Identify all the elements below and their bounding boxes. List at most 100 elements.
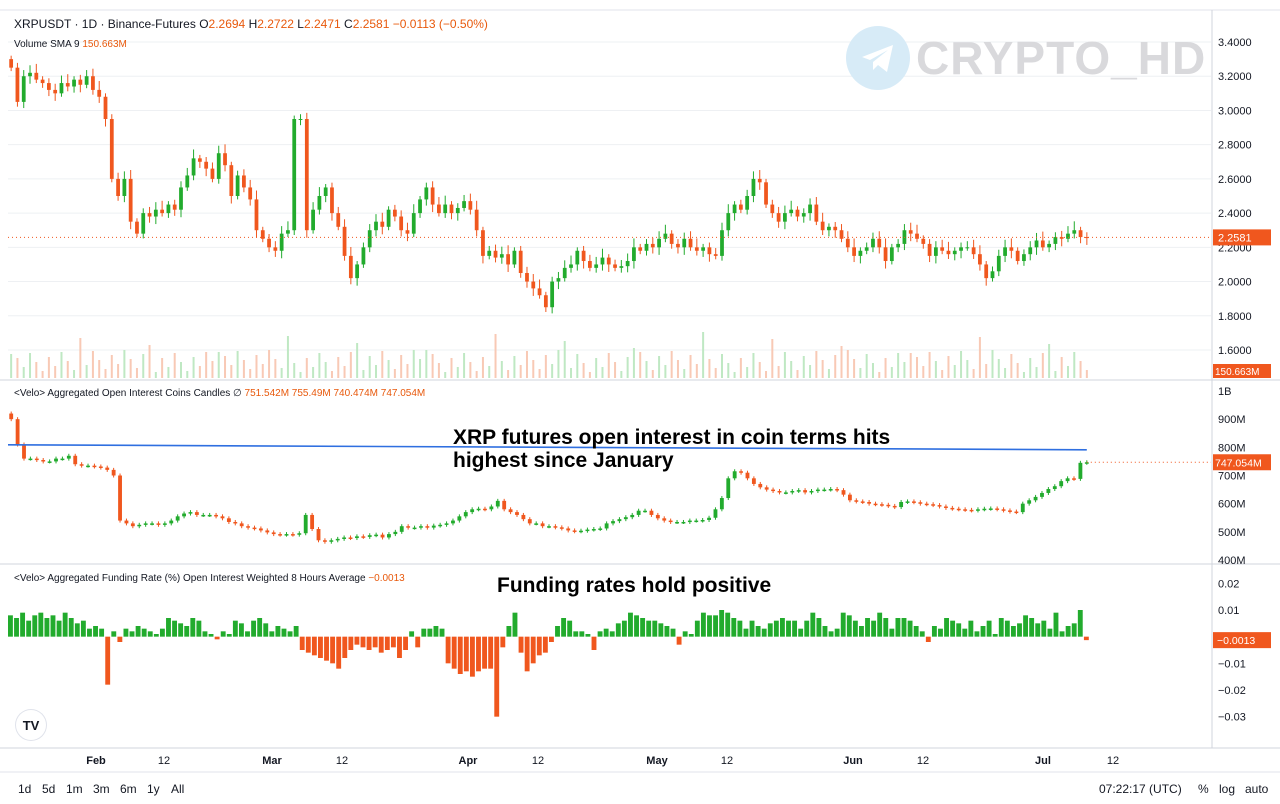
price-candle[interactable] — [185, 175, 190, 188]
price-candle[interactable] — [978, 254, 982, 265]
funding-bar[interactable] — [409, 631, 415, 637]
price-candle[interactable] — [669, 233, 674, 244]
oi-candle[interactable] — [290, 534, 295, 536]
funding-bar[interactable] — [761, 628, 767, 637]
price-candle[interactable] — [676, 243, 680, 248]
price-candle[interactable] — [418, 199, 422, 214]
funding-bar[interactable] — [567, 620, 573, 637]
oi-candle[interactable] — [579, 530, 583, 533]
oi-candle[interactable] — [54, 458, 58, 462]
funding-bar[interactable] — [251, 620, 257, 637]
oi-candle[interactable] — [547, 526, 551, 528]
price-candle[interactable] — [1084, 237, 1089, 239]
oi-candle[interactable] — [9, 413, 14, 420]
oi-candle[interactable] — [233, 521, 238, 524]
price-candle[interactable] — [984, 264, 989, 279]
funding-bar[interactable] — [415, 636, 421, 648]
price-candle[interactable] — [223, 153, 227, 166]
funding-bar[interactable] — [676, 636, 682, 645]
funding-bar[interactable] — [342, 636, 348, 658]
oi-candle[interactable] — [655, 514, 660, 519]
funding-bar[interactable] — [646, 620, 652, 637]
price-candle[interactable] — [78, 79, 83, 85]
oi-candle[interactable] — [476, 508, 481, 511]
price-candle[interactable] — [367, 230, 372, 248]
price-candle[interactable] — [940, 247, 945, 251]
price-candle[interactable] — [581, 250, 586, 262]
oi-candle[interactable] — [284, 534, 289, 536]
funding-bar[interactable] — [1059, 631, 1065, 637]
funding-bar[interactable] — [877, 612, 883, 637]
price-candle[interactable] — [990, 271, 995, 279]
price-candle[interactable] — [235, 175, 240, 196]
funding-bar[interactable] — [372, 636, 378, 648]
funding-bar[interactable] — [1010, 626, 1016, 637]
oi-candle[interactable] — [713, 509, 718, 518]
oi-candle[interactable] — [944, 506, 948, 508]
funding-bar[interactable] — [311, 636, 317, 656]
oi-candle[interactable] — [47, 461, 52, 463]
percent-toggle[interactable]: % — [1198, 782, 1209, 796]
funding-bar[interactable] — [865, 618, 870, 637]
funding-bar[interactable] — [713, 615, 719, 637]
funding-bar[interactable] — [111, 631, 117, 637]
oi-candle[interactable] — [444, 523, 449, 525]
price-candle[interactable] — [493, 250, 498, 258]
price-candle[interactable] — [449, 204, 454, 214]
funding-bar[interactable] — [1004, 620, 1010, 637]
funding-bar[interactable] — [561, 618, 567, 637]
oi-candle[interactable] — [732, 471, 737, 479]
funding-bar[interactable] — [579, 631, 585, 637]
funding-bar[interactable] — [433, 626, 439, 637]
price-candle[interactable] — [191, 158, 196, 176]
funding-bar[interactable] — [925, 636, 931, 642]
funding-bar[interactable] — [439, 628, 445, 637]
funding-bar[interactable] — [463, 636, 469, 672]
price-candle[interactable] — [59, 83, 64, 94]
oi-candle[interactable] — [790, 490, 795, 493]
funding-bar[interactable] — [615, 623, 621, 637]
oi-candle[interactable] — [342, 537, 347, 539]
oi-candle[interactable] — [758, 483, 763, 488]
price-candle[interactable] — [361, 247, 366, 265]
oi-candle[interactable] — [924, 503, 929, 506]
oi-candle[interactable] — [572, 530, 577, 532]
funding-bar[interactable] — [1041, 620, 1047, 637]
price-candle[interactable] — [153, 209, 158, 217]
funding-bar[interactable] — [257, 618, 263, 637]
funding-bar[interactable] — [281, 628, 287, 637]
funding-bar[interactable] — [305, 636, 311, 653]
oi-candle[interactable] — [880, 504, 884, 506]
funding-bar[interactable] — [117, 636, 123, 642]
price-candle[interactable] — [1066, 233, 1070, 239]
funding-bar[interactable] — [968, 620, 974, 637]
price-candle[interactable] — [701, 247, 706, 251]
price-candle[interactable] — [550, 281, 555, 308]
price-candle[interactable] — [562, 267, 567, 279]
price-candle[interactable] — [531, 281, 536, 289]
price-candle[interactable] — [858, 250, 863, 256]
price-candle[interactable] — [883, 247, 888, 262]
funding-bar[interactable] — [68, 618, 74, 637]
symbol-legend[interactable]: XRPUSDT · 1D · Binance-Futures O2.2694 H… — [14, 17, 488, 31]
price-candle[interactable] — [871, 238, 875, 248]
oi-candle[interactable] — [598, 528, 603, 530]
price-candle[interactable] — [588, 261, 592, 268]
price-candle[interactable] — [682, 238, 687, 248]
oi-candle[interactable] — [431, 525, 436, 528]
oi-candle[interactable] — [854, 500, 859, 502]
oi-candle[interactable] — [1078, 462, 1083, 479]
price-candle[interactable] — [405, 230, 410, 234]
funding-bar[interactable] — [135, 626, 141, 637]
funding-bar[interactable] — [123, 628, 129, 637]
price-candle[interactable] — [342, 226, 347, 256]
price-candle[interactable] — [688, 238, 693, 248]
price-candle[interactable] — [374, 221, 378, 231]
price-candle[interactable] — [896, 243, 901, 248]
price-candle[interactable] — [575, 250, 580, 265]
funding-bar[interactable] — [1023, 615, 1029, 637]
funding-bar[interactable] — [913, 626, 919, 637]
oi-candle[interactable] — [226, 518, 231, 522]
price-candle[interactable] — [657, 238, 661, 248]
